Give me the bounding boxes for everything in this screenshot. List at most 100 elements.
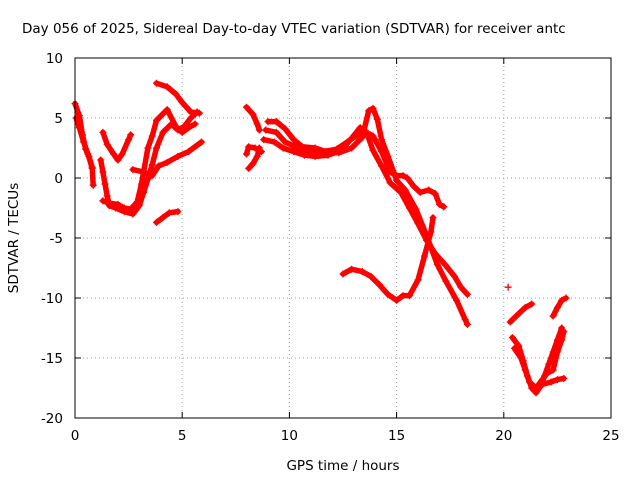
data-point [558, 336, 566, 344]
data-point [333, 145, 341, 153]
data-point [386, 179, 394, 187]
data-point [174, 208, 182, 216]
data-point [348, 265, 356, 273]
data-point [99, 197, 107, 205]
data-point [153, 79, 160, 87]
data-point [75, 124, 83, 132]
y-tick-labels: -20 -15 -10 -5 0 5 10 [41, 51, 63, 427]
data-point [457, 283, 465, 291]
data-point [148, 132, 156, 140]
data-point [429, 214, 437, 222]
data-point [159, 128, 167, 136]
data-point [298, 143, 306, 151]
data-point [290, 136, 298, 144]
data-point [373, 115, 381, 123]
data-point [172, 90, 180, 98]
data-point [521, 366, 529, 374]
data-point [461, 316, 469, 324]
data-point [365, 107, 373, 115]
data-point [406, 292, 413, 300]
data-point [453, 296, 461, 304]
data-point [88, 163, 96, 171]
series-arc-8 [153, 208, 181, 226]
data-point [414, 220, 422, 228]
series-arc-7 [153, 80, 203, 116]
data-point [504, 283, 512, 291]
data-point [187, 114, 195, 122]
data-point [442, 262, 450, 270]
x-axis-label: GPS time / hours [286, 458, 399, 474]
data-point [144, 144, 152, 152]
data-point [506, 318, 514, 326]
data-point [553, 304, 561, 312]
data-point [129, 210, 137, 218]
data-point [191, 120, 199, 128]
data-point [180, 122, 188, 130]
data-point [168, 120, 175, 128]
data-point [393, 176, 401, 184]
data-point [348, 134, 356, 142]
data-point [515, 342, 523, 350]
data-point [273, 128, 280, 136]
data-point [532, 384, 540, 392]
x-tick-label: 0 [71, 428, 80, 444]
y-tick-label: 0 [54, 171, 63, 187]
y-axis-label: SDTVAR / TECUs [6, 183, 22, 293]
data-point [560, 374, 568, 382]
data-point [72, 114, 80, 122]
data-point [82, 145, 90, 153]
data-point [324, 151, 332, 159]
data-point [406, 204, 413, 212]
data-point [523, 372, 531, 380]
data-point [384, 152, 392, 160]
data-point [339, 270, 347, 278]
data-point [249, 110, 257, 118]
series-arc-4 [97, 109, 200, 217]
data-point [526, 378, 533, 386]
data-point [378, 148, 386, 156]
data-point [127, 205, 135, 213]
data-point [463, 320, 471, 328]
data-point [187, 108, 195, 116]
data-point [110, 150, 118, 158]
data-point [105, 199, 113, 207]
data-point [393, 296, 401, 304]
data-point [322, 148, 330, 156]
data-point [538, 380, 546, 388]
data-point [547, 378, 555, 386]
data-point [163, 158, 171, 166]
data-point [133, 198, 141, 206]
data-point [281, 125, 289, 133]
data-point [178, 98, 186, 106]
data-point [264, 118, 272, 126]
data-point [358, 133, 366, 141]
data-point [553, 376, 561, 384]
data-point [375, 281, 383, 289]
data-point [185, 124, 193, 132]
data-point [255, 126, 263, 134]
data-point [140, 168, 148, 176]
data-point [543, 370, 551, 378]
series-arc-12 [263, 127, 447, 210]
data-point [144, 175, 152, 183]
data-point [440, 203, 448, 211]
data-point [451, 272, 458, 280]
data-point [125, 136, 133, 144]
series-arc-17 [507, 301, 535, 325]
x-tick-label: 25 [602, 428, 619, 444]
data-point [300, 151, 308, 159]
data-point [558, 324, 566, 332]
data-point [80, 138, 88, 146]
data-point [185, 148, 193, 156]
data-point [103, 140, 111, 148]
series-arc-14 [265, 105, 471, 328]
data-point [140, 188, 148, 196]
data-point [378, 162, 386, 170]
data-point [163, 106, 171, 114]
data-point [245, 164, 253, 172]
series-arc-11 [243, 104, 263, 133]
data-point [99, 168, 107, 176]
data-point [410, 182, 418, 190]
data-point [153, 116, 160, 124]
data-point [549, 366, 557, 374]
